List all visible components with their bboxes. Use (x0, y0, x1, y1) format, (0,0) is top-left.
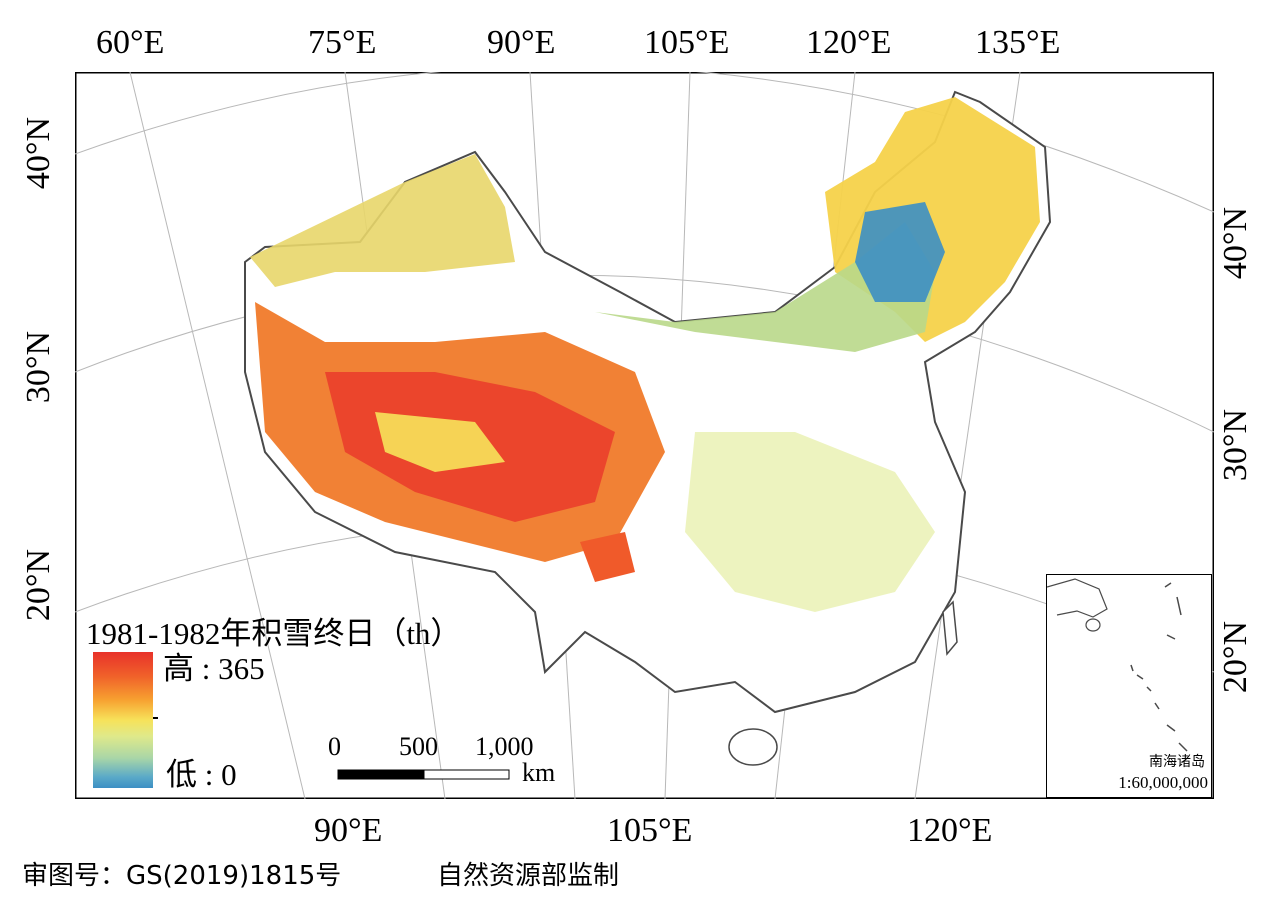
legend-low-label: 低 : 0 (166, 757, 237, 792)
snow-region-sw-red (580, 532, 635, 582)
bottom-lon-label: 120°E (907, 812, 993, 849)
inset-map (1047, 578, 1188, 752)
left-lat-label: 30°N (20, 330, 58, 404)
snow-region-inner-mongolia (595, 222, 935, 352)
scale-bar-tick-label: 1,000 (475, 732, 534, 761)
legend-title: 1981-1982年积雪终日（th） (86, 616, 462, 651)
top-lon-label: 120°E (806, 24, 892, 61)
snow-region-blue (855, 202, 945, 302)
top-lon-label: 135°E (975, 24, 1061, 61)
map-frame (75, 72, 1214, 799)
right-lat-label: 20°N (1217, 620, 1255, 694)
top-lon-label: 90°E (487, 24, 556, 61)
scale-bar (337, 769, 510, 780)
legend-color-ramp (93, 652, 153, 788)
inset-scale: 1:60,000,000 (1118, 773, 1208, 792)
scale-bar-tick-label: 0 (328, 732, 341, 761)
top-lon-label: 75°E (308, 24, 377, 61)
right-lat-label: 40°N (1217, 206, 1255, 280)
bottom-lon-label: 90°E (314, 812, 383, 849)
south-china-sea-inset: 南海诸岛 1:60,000,000 (1046, 574, 1212, 798)
hainan-island (728, 728, 778, 766)
scale-bar-tick-label: 500 (399, 732, 438, 761)
taiwan-island (942, 600, 958, 656)
left-lat-label: 20°N (20, 548, 58, 622)
top-lon-label: 60°E (96, 24, 165, 61)
snow-region-east-light (685, 432, 935, 612)
snow-region-northwest (250, 154, 515, 287)
left-lat-label: 40°N (20, 116, 58, 190)
scale-bar-unit: km (522, 758, 556, 787)
inset-title: 南海诸岛 (1149, 754, 1205, 770)
legend-tick (153, 717, 158, 719)
top-lon-label: 105°E (644, 24, 730, 61)
approval-number: 审图号：GS(2019)1815号 (22, 861, 342, 891)
legend-high-label: 高 : 365 (163, 651, 265, 686)
right-lat-label: 30°N (1217, 408, 1255, 482)
snow-region-tibet-yellow (375, 412, 505, 472)
bottom-lon-label: 105°E (607, 812, 693, 849)
publisher-credit: 自然资源部监制 (437, 861, 620, 891)
